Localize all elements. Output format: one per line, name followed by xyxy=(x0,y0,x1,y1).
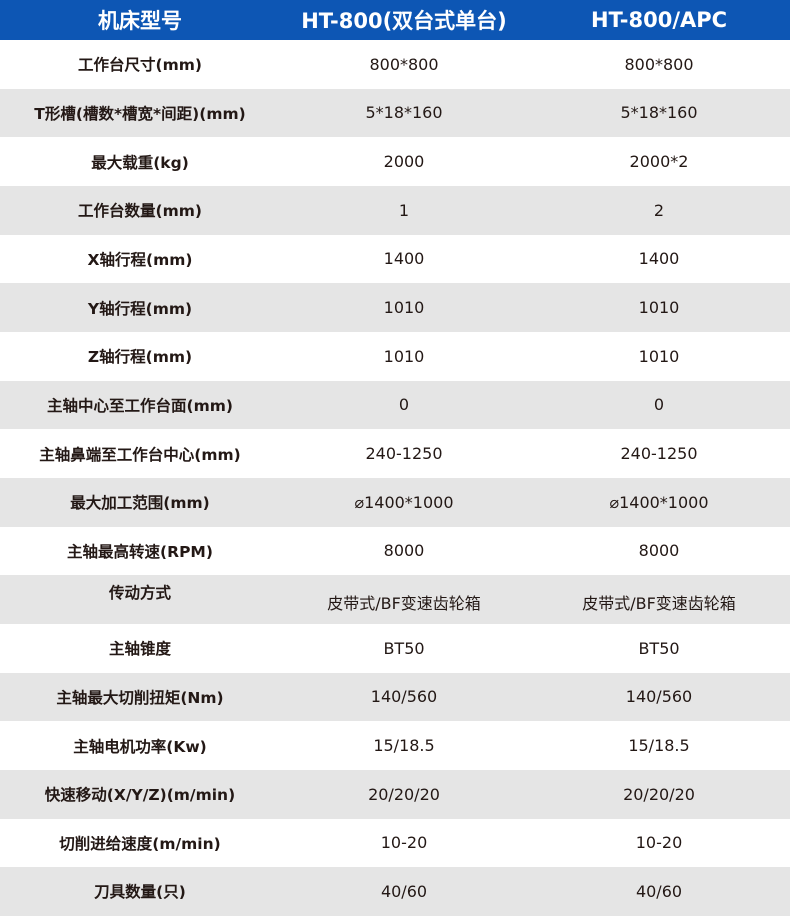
header-ht800: HT-800(双台式单台) xyxy=(301,9,507,33)
apc-value: 15/18.5 xyxy=(628,736,690,756)
spec-label: 刀具数量(只) xyxy=(94,883,186,902)
spec-label: 切削进给速度(m/min) xyxy=(59,834,221,853)
apc-value: 40/60 xyxy=(635,881,683,901)
ht800-value: 5*18*160 xyxy=(365,103,443,123)
apc-value: 2 xyxy=(653,200,665,220)
table-row: 最大载重(kg) 2000 2000*2 xyxy=(0,137,790,186)
table-row: Z轴行程(mm) 1010 1010 xyxy=(0,332,790,381)
table-row: 快速移动(X/Y/Z)(m/min) 20/20/20 20/20/20 xyxy=(0,769,790,819)
apc-value: 1400 xyxy=(638,249,680,269)
table-row: 切削进给速度(m/min) 10-20 10-20 xyxy=(0,819,790,868)
table-row: 最大加工范围(mm) ⌀1400*1000 ⌀1400*1000 xyxy=(0,477,790,527)
ht800-value: 1 xyxy=(398,200,410,220)
ht800-value: 240-1250 xyxy=(365,444,443,464)
apc-value: 800*800 xyxy=(624,54,694,74)
apc-value: 5*18*160 xyxy=(620,103,698,123)
header-ht800-apc: HT-800/APC xyxy=(590,8,728,32)
ht800-value: 800*800 xyxy=(369,54,439,74)
apc-value: 8000 xyxy=(638,541,680,561)
spec-label: 主轴锥度 xyxy=(108,640,171,659)
ht800-value: 40/60 xyxy=(380,881,428,901)
table-row: 主轴最大切削扭矩(Nm) 140/560 140/560 xyxy=(0,672,790,722)
table-header: 机床型号 HT-800(双台式单台) HT-800/APC xyxy=(0,0,790,40)
ht800-value: 140/560 xyxy=(370,687,438,707)
spec-label: 工作台尺寸(mm) xyxy=(78,56,202,75)
table-row: 主轴鼻端至工作台中心(mm) 240-1250 240-1250 xyxy=(0,429,790,478)
spec-label: 主轴最高转速(RPM) xyxy=(67,542,213,561)
spec-table: 工作台尺寸(mm) 800*800 800*800 T形槽(槽数*槽宽*间距)(mm)… xyxy=(0,40,790,916)
ht800-value: 1010 xyxy=(383,346,425,366)
ht800-value: 1400 xyxy=(383,249,425,269)
apc-value: 10-20 xyxy=(635,833,683,853)
ht800-value: 10-20 xyxy=(380,833,428,853)
table-row: 工作台尺寸(mm) 800*800 800*800 xyxy=(0,40,790,89)
apc-value: 皮带式/BF变速齿轮箱 xyxy=(582,593,736,613)
ht800-value: 皮带式/BF变速齿轮箱 xyxy=(327,593,481,613)
ht800-value: 15/18.5 xyxy=(373,736,435,756)
ht800-value: 0 xyxy=(398,395,410,415)
table-row: 刀具数量(只) 40/60 40/60 xyxy=(0,867,790,916)
spec-label: 快速移动(X/Y/Z)(m/min) xyxy=(44,786,236,805)
spec-label: Z轴行程(mm) xyxy=(87,348,193,367)
spec-label: 工作台数量(mm) xyxy=(78,202,202,221)
table-row: Y轴行程(mm) 1010 1010 xyxy=(0,283,790,332)
table-row: 主轴最高转速(RPM) 8000 8000 xyxy=(0,527,790,576)
spec-label: 主轴鼻端至工作台中心(mm) xyxy=(39,445,241,464)
apc-value: 20/20/20 xyxy=(623,784,695,804)
table-row: T形槽(槽数*槽宽*间距)(mm) 5*18*160 5*18*160 xyxy=(0,88,790,138)
apc-value: 140/560 xyxy=(625,687,693,707)
ht800-value: 8000 xyxy=(383,541,425,561)
spec-label: T形槽(槽数*槽宽*间距)(mm) xyxy=(34,104,246,123)
apc-value: 1010 xyxy=(638,298,680,318)
apc-value: 240-1250 xyxy=(620,444,698,464)
table-row: X轴行程(mm) 1400 1400 xyxy=(0,235,790,284)
ht800-value: 20/20/20 xyxy=(368,784,440,804)
header-model: 机床型号 xyxy=(98,9,182,33)
spec-label: X轴行程(mm) xyxy=(87,250,193,269)
table-row: 传动方式 皮带式/BF变速齿轮箱 皮带式/BF变速齿轮箱 xyxy=(0,575,790,624)
spec-label: Y轴行程(mm) xyxy=(87,299,193,318)
ht800-value: 2000 xyxy=(383,152,425,172)
ht800-value: 1010 xyxy=(383,298,425,318)
apc-value: 2000*2 xyxy=(629,152,689,172)
ht800-value: ⌀1400*1000 xyxy=(354,492,454,512)
spec-label: 主轴最大切削扭矩(Nm) xyxy=(56,688,224,707)
table-row: 主轴锥度 BT50 BT50 xyxy=(0,624,790,673)
spec-label: 最大加工范围(mm) xyxy=(70,494,210,513)
apc-value: BT50 xyxy=(638,638,680,658)
table-row: 工作台数量(mm) 1 2 xyxy=(0,185,790,235)
apc-value: ⌀1400*1000 xyxy=(609,492,709,512)
spec-label: 最大载重(kg) xyxy=(91,153,189,172)
apc-value: 1010 xyxy=(638,346,680,366)
ht800-value: BT50 xyxy=(383,638,425,658)
table-row: 主轴中心至工作台面(mm) 0 0 xyxy=(0,380,790,430)
spec-label: 主轴中心至工作台面(mm) xyxy=(47,396,233,415)
apc-value: 0 xyxy=(653,395,665,415)
spec-label: 主轴电机功率(Kw) xyxy=(73,737,207,756)
spec-label: 传动方式 xyxy=(108,584,171,603)
table-row: 主轴电机功率(Kw) 15/18.5 15/18.5 xyxy=(0,721,790,770)
